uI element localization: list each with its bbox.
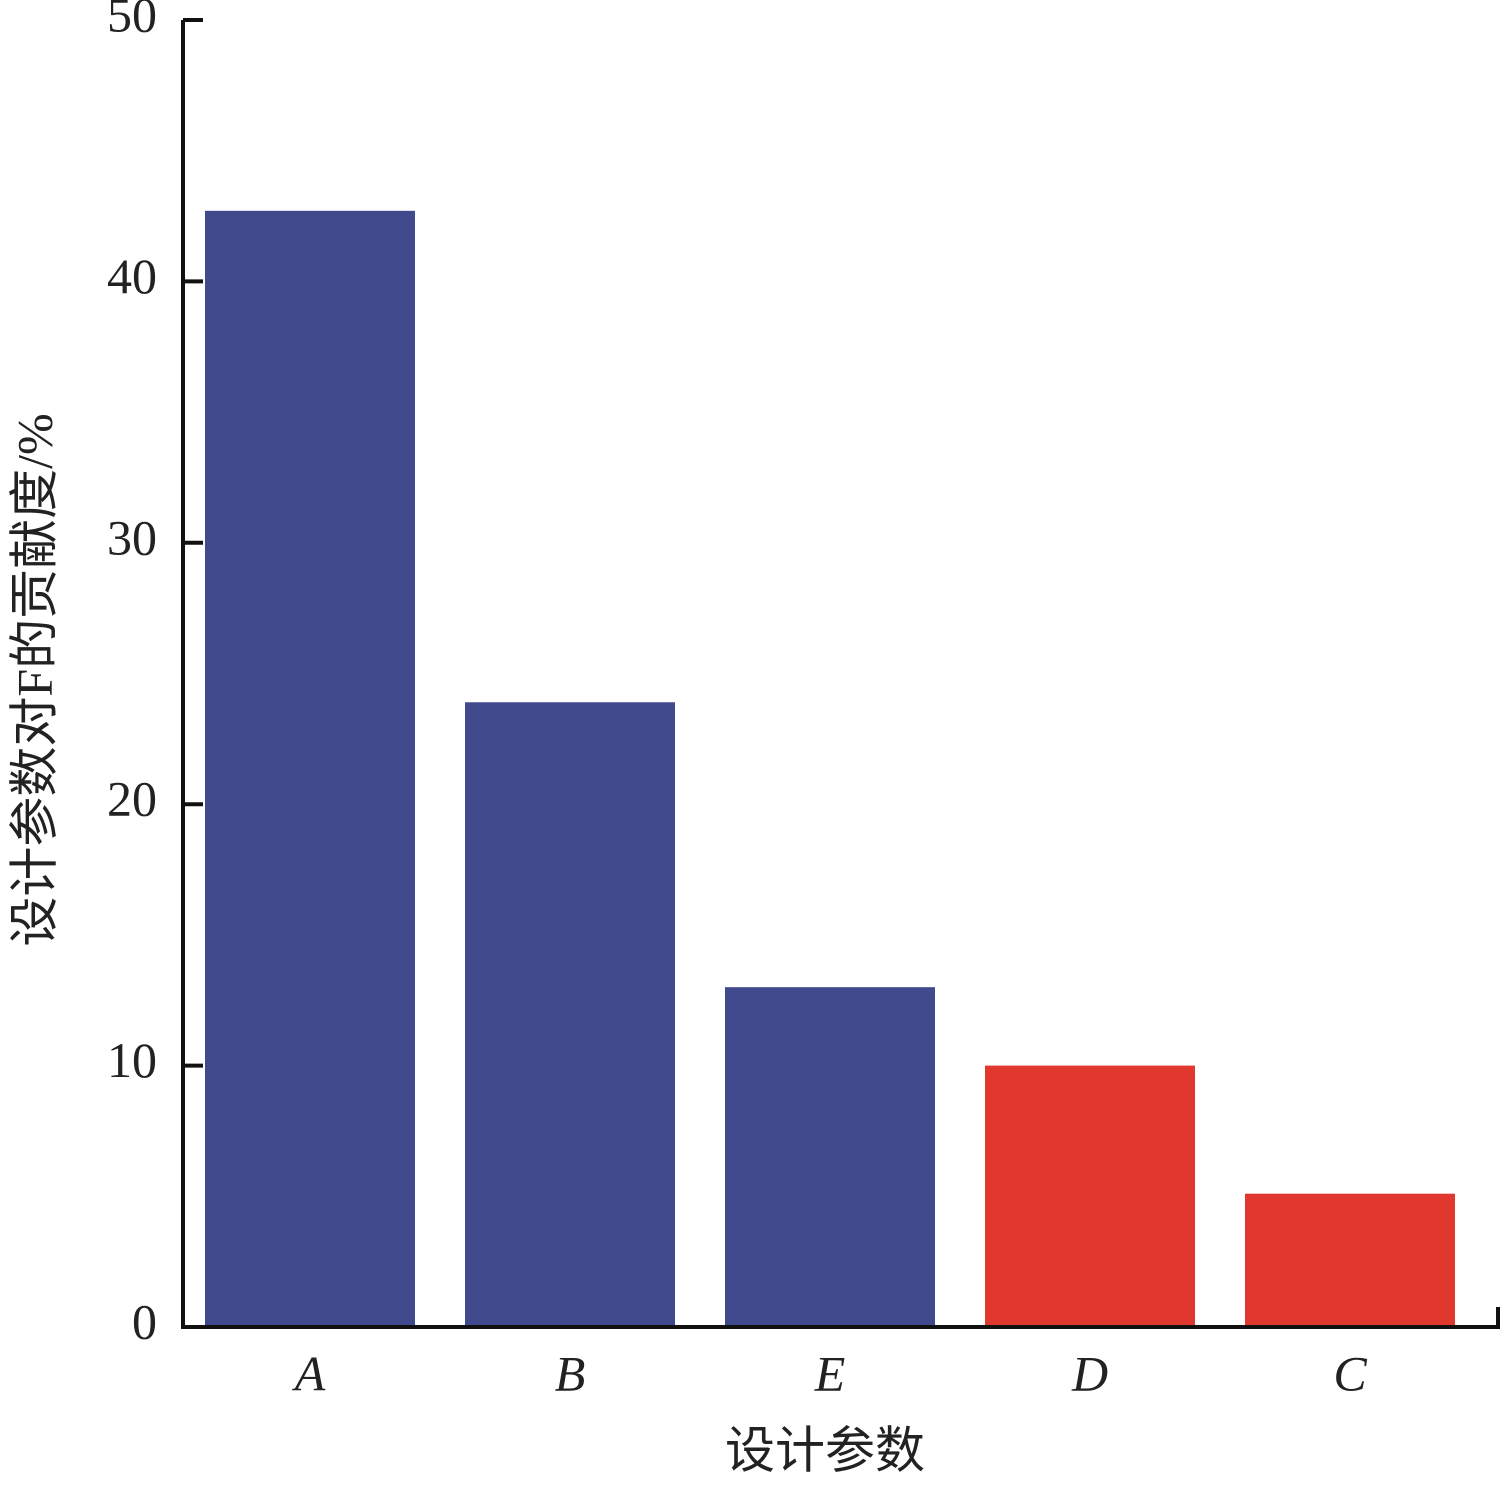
- y-axis-label: 设计参数对F的贡献度/%: [6, 413, 62, 946]
- bar: [725, 987, 935, 1327]
- x-tick-label: E: [814, 1345, 846, 1401]
- bar: [465, 702, 675, 1327]
- y-tick-label: 10: [107, 1032, 157, 1088]
- y-tick-label: 40: [107, 248, 157, 304]
- y-tick-label: 20: [107, 771, 157, 827]
- x-axis-label: 设计参数: [725, 1422, 925, 1478]
- x-tick-label: C: [1333, 1345, 1367, 1401]
- x-tick-label: A: [292, 1345, 326, 1401]
- bar: [205, 210, 415, 1327]
- x-tick-label: B: [555, 1345, 586, 1401]
- bar: [1245, 1193, 1455, 1327]
- y-tick-label: 30: [107, 509, 157, 565]
- y-tick-label: 50: [107, 0, 157, 42]
- x-tick-label: D: [1071, 1345, 1108, 1401]
- bar: [985, 1065, 1195, 1327]
- y-tick-label: 0: [132, 1293, 157, 1349]
